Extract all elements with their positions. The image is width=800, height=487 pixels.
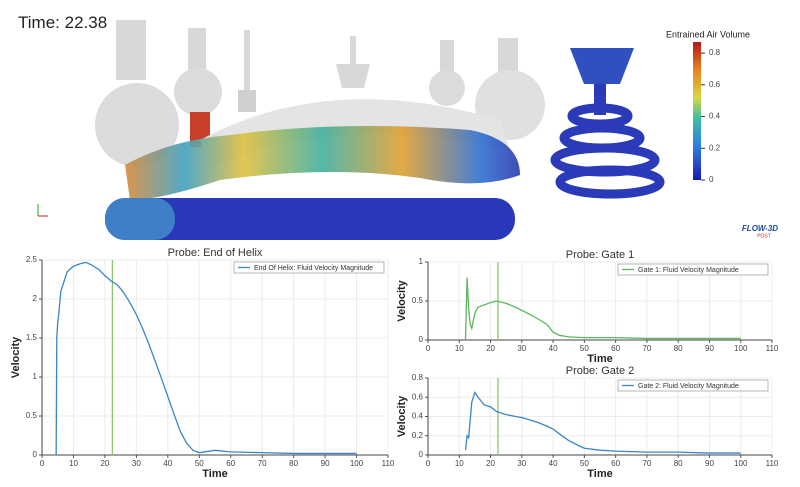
y-tick-label: 1.5 [26,333,38,342]
y-tick-label: 0 [419,450,424,459]
x-tick-label: 90 [705,344,714,353]
colorbar [693,42,701,180]
x-tick-label: 70 [642,344,651,353]
y-tick-label: 0.5 [412,296,424,305]
x-tick-label: 90 [321,459,330,468]
x-tick-label: 40 [163,459,172,468]
x-tick-label: 30 [132,459,141,468]
legend-box [233,261,385,274]
y-tick-label: 0.5 [26,411,38,420]
colorbar-title: Entrained Air Volume [666,29,750,39]
plot-area [42,260,388,455]
x-tick-label: 60 [226,459,235,468]
x-tick-label: 30 [517,344,526,353]
y-tick-label: 1 [33,372,38,381]
chart-title: Probe: Gate 1 [566,249,635,261]
series-line [464,277,741,341]
x-tick-label: 90 [705,459,714,468]
x-axis-label: Time [587,353,612,365]
x-tick-label: 60 [611,344,620,353]
colorbar-tick-label: 0.4 [709,112,721,121]
y-axis-label: Velocity [10,336,22,378]
series-line [464,390,741,454]
legend-label: Gate 2: Fluid Velocity Magnitude [638,383,739,390]
x-tick-label: 110 [766,459,779,468]
x-tick-label: 70 [258,459,267,468]
x-tick-label: 20 [486,344,495,353]
x-tick-label: 80 [289,459,298,468]
x-tick-label: 80 [674,344,683,353]
y-tick-label: 2 [33,294,38,303]
legend-box [617,379,769,392]
y-tick-label: 0 [33,450,38,459]
legend-box [617,263,769,276]
y-axis-label: Velocity [396,279,408,321]
chart-title: Probe: Gate 2 [566,365,635,377]
x-tick-label: 70 [642,459,651,468]
y-tick-label: 0.4 [412,412,424,421]
colorbar-tick-label: 0 [709,175,714,184]
x-tick-label: 50 [580,459,589,468]
x-tick-label: 100 [734,459,748,468]
chart-title: Probe: End of Helix [168,247,263,259]
x-tick-label: 40 [549,344,558,353]
colorbar-tick-label: 0.8 [709,48,721,57]
x-tick-label: 20 [486,459,495,468]
y-tick-label: 0.2 [412,431,424,440]
x-tick-label: 10 [455,459,464,468]
x-tick-label: 0 [40,459,45,468]
series-line [55,261,357,456]
y-tick-label: 0 [419,335,424,344]
y-tick-label: 0.8 [412,373,424,382]
legend-label: End Of Helix: Fluid Velocity Magnitude [254,265,373,272]
x-tick-label: 0 [426,459,431,468]
x-axis-label: Time [202,468,227,480]
time-value: 22.38 [65,13,108,32]
x-tick-label: 50 [580,344,589,353]
x-axis-label: Time [587,468,612,480]
x-tick-label: 110 [766,344,779,353]
x-tick-label: 100 [350,459,364,468]
x-tick-label: 100 [734,344,748,353]
legend-label: Gate 1: Fluid Velocity Magnitude [638,267,739,274]
colorbar-tick-label: 0.6 [709,80,721,89]
x-tick-label: 40 [549,459,558,468]
time-display: Time: 22.38 [18,13,107,32]
render-3d [37,20,665,240]
x-tick-label: 50 [195,459,204,468]
y-tick-label: 1 [419,257,424,266]
time-label: Time: [18,13,60,32]
x-tick-label: 80 [674,459,683,468]
x-tick-label: 30 [517,459,526,468]
x-tick-label: 10 [69,459,78,468]
y-axis-label: Velocity [396,395,408,437]
x-tick-label: 10 [455,344,464,353]
logo-sub: POST [757,233,771,239]
y-tick-label: 2.5 [26,255,38,264]
x-tick-label: 20 [100,459,109,468]
x-tick-label: 60 [611,459,620,468]
x-tick-label: 0 [426,344,431,353]
logo: FLOW-3D [742,224,778,233]
y-tick-label: 0.6 [412,392,424,401]
x-tick-label: 110 [382,459,395,468]
colorbar-tick-label: 0.2 [709,143,721,152]
